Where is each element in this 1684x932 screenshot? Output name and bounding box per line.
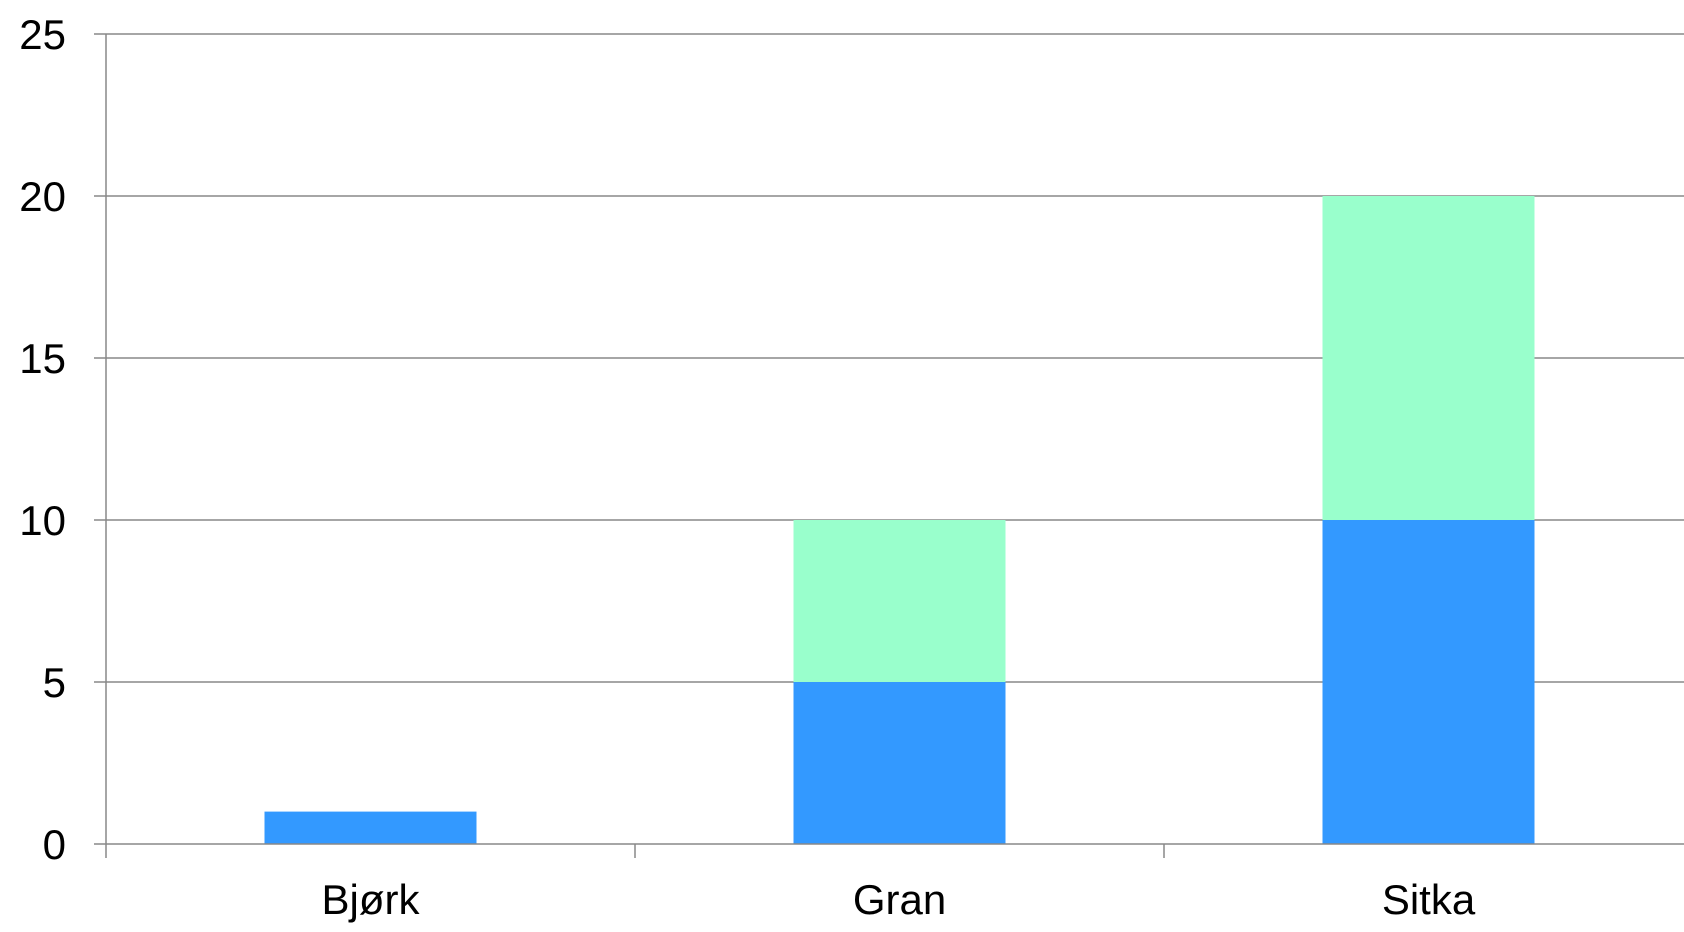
- y-tick-label: 0: [43, 821, 66, 868]
- tick-labels: 0 5 10 15 20 25 Bjørk Gran Sitka: [19, 11, 1476, 923]
- y-tick-label: 15: [19, 335, 66, 382]
- x-tick-label: Gran: [853, 876, 946, 923]
- y-tick-label: 20: [19, 173, 66, 220]
- bar-sitka-series-2: [1322, 196, 1535, 520]
- y-tick-label: 5: [43, 659, 66, 706]
- bar-gran-series-2: [793, 520, 1006, 682]
- bar-gran-series-1: [793, 682, 1006, 844]
- bar-bjørk-series-1: [264, 811, 477, 844]
- y-tick-label: 10: [19, 497, 66, 544]
- bars: [264, 196, 1535, 844]
- y-tick-label: 25: [19, 11, 66, 58]
- axes: [94, 33, 1684, 858]
- x-tick-label: Bjørk: [322, 876, 421, 923]
- bar-sitka-series-1: [1322, 520, 1535, 844]
- x-tick-label: Sitka: [1382, 876, 1476, 923]
